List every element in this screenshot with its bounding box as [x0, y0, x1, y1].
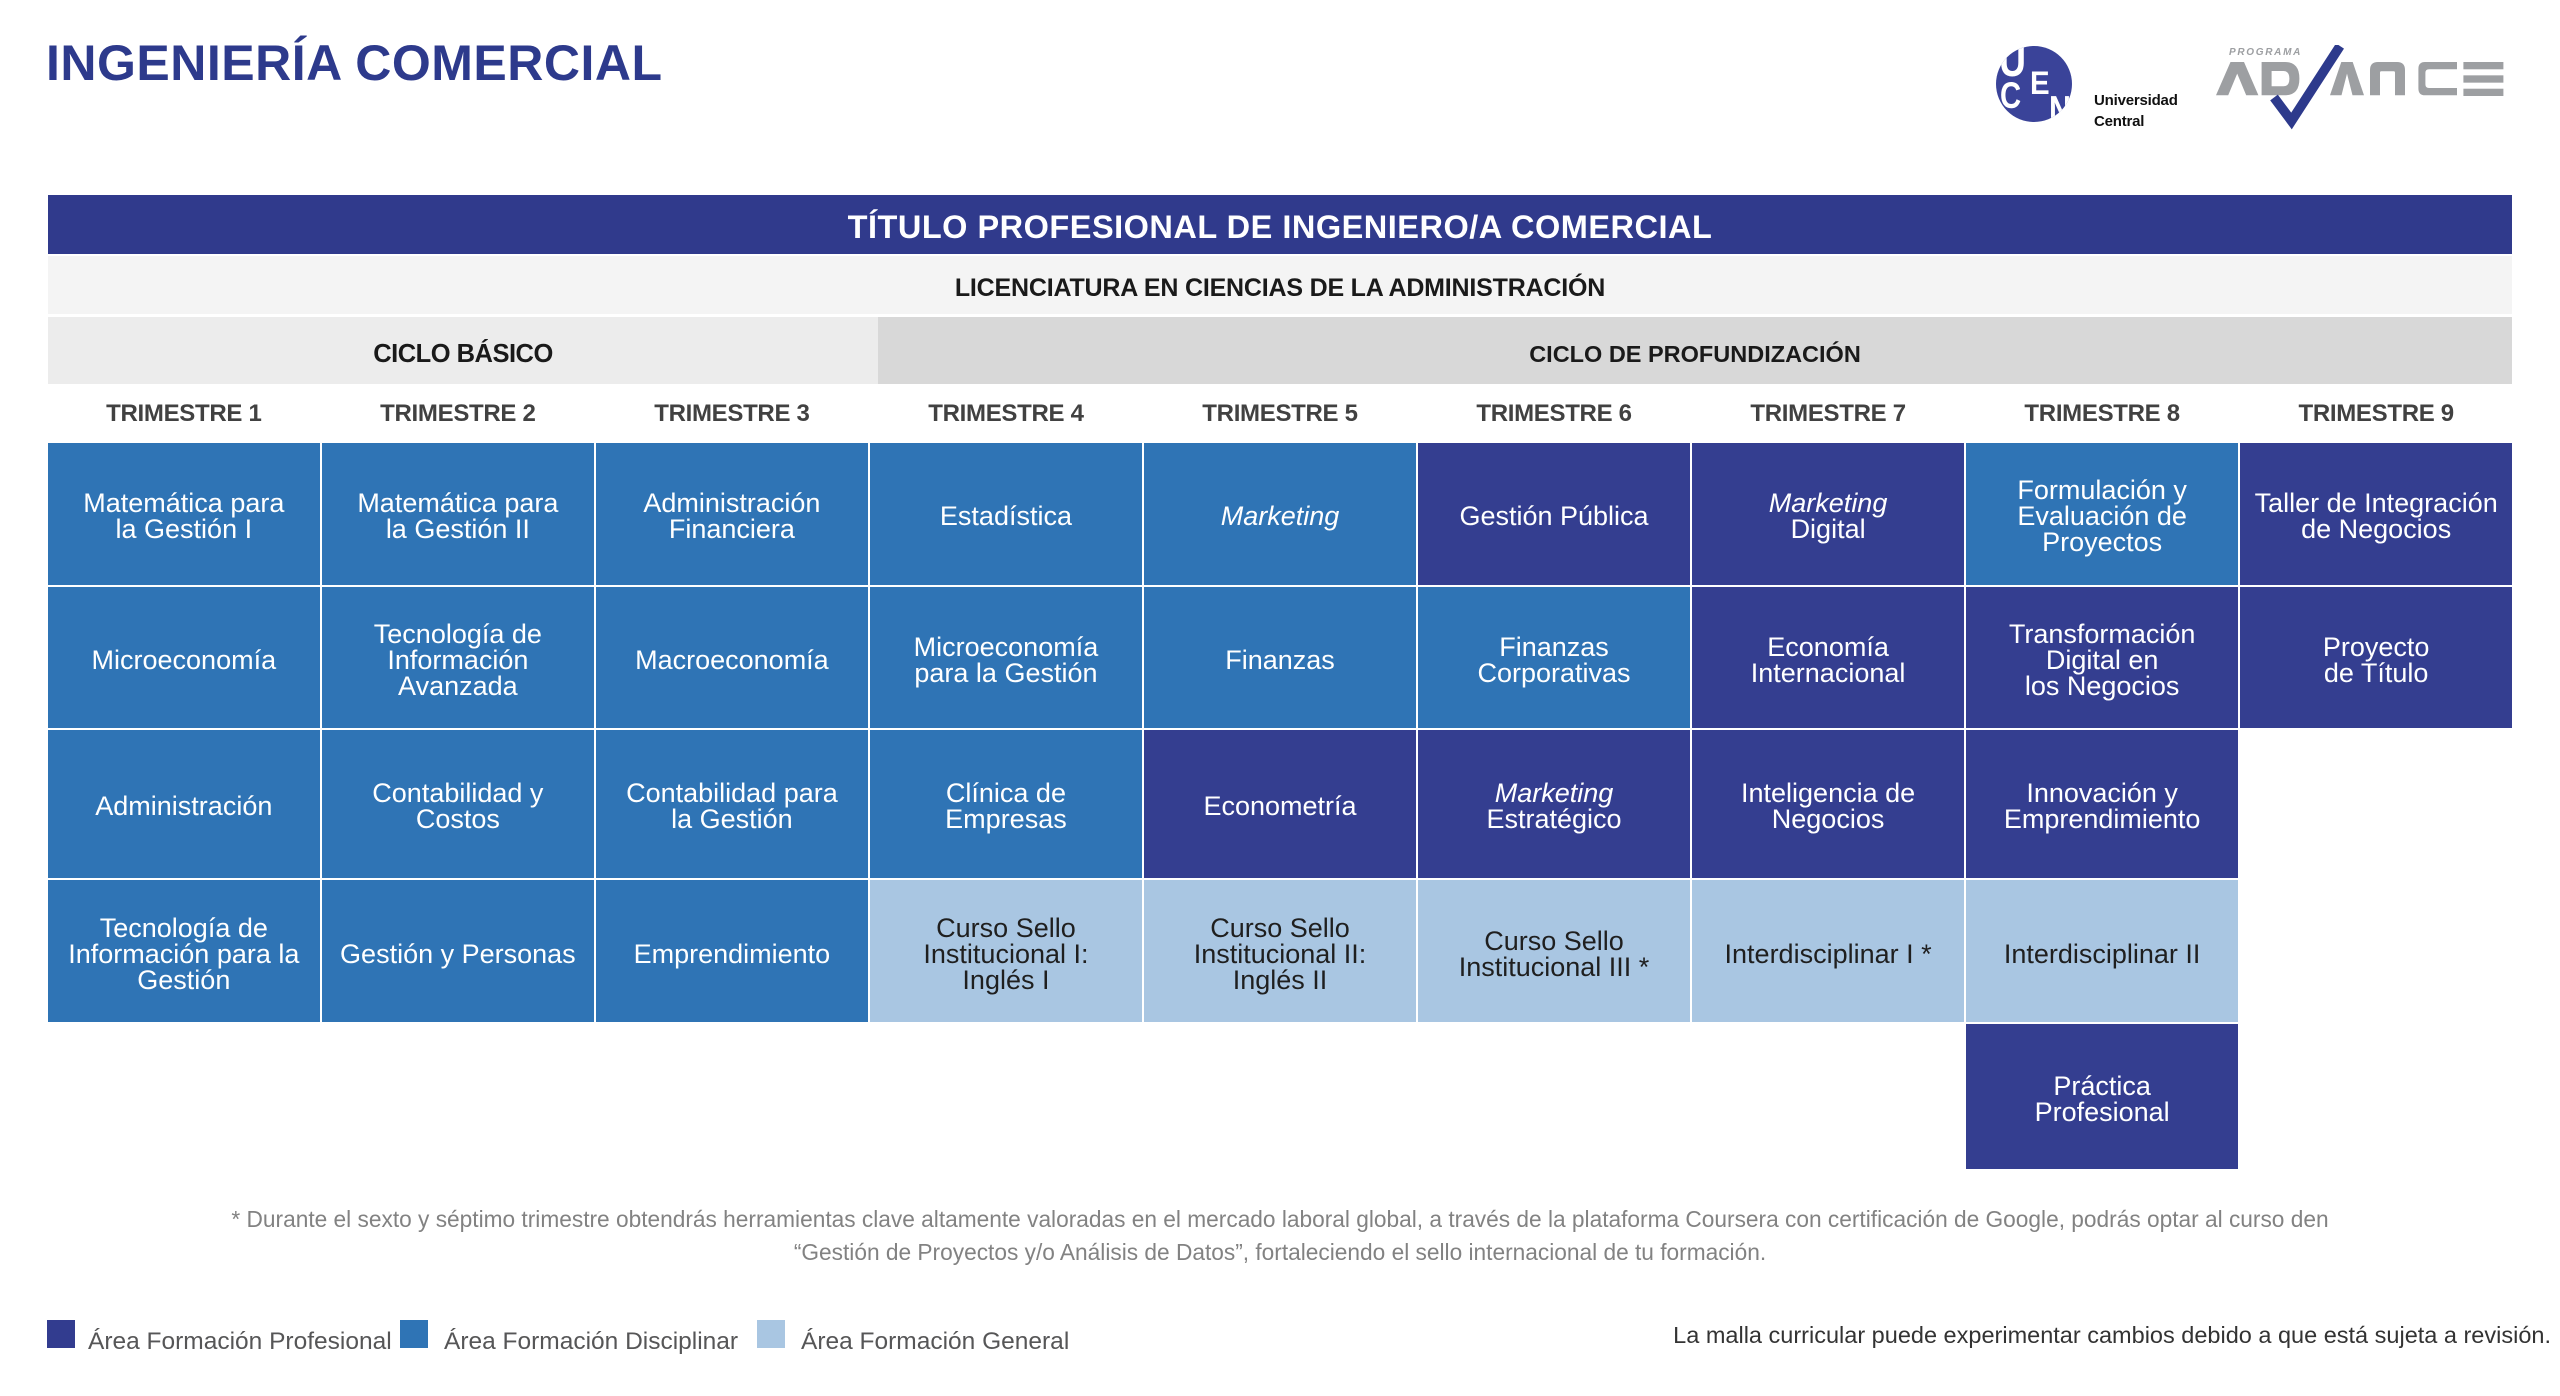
svg-text:PROGRAMA: PROGRAMA — [2229, 47, 2302, 58]
